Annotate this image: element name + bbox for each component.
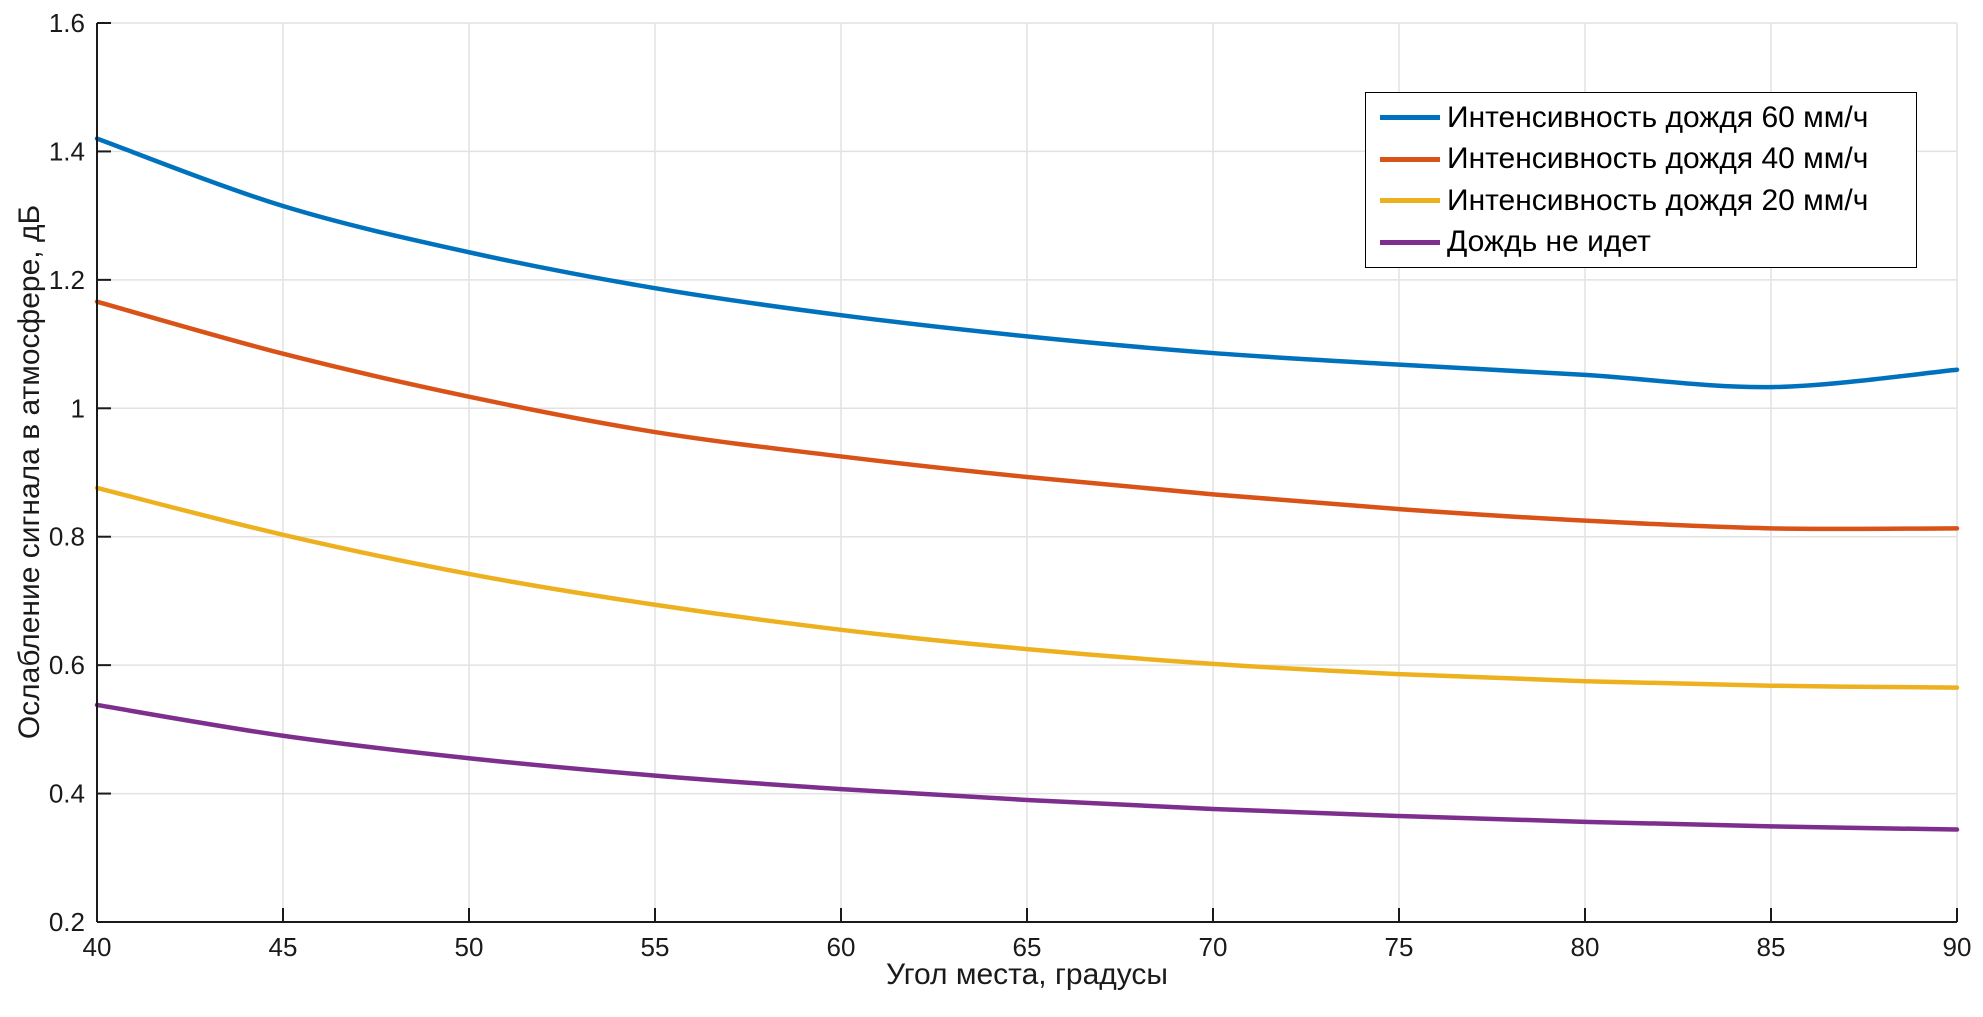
legend-line-swatch [1380,198,1440,204]
y-tick-label: 0.4 [49,779,85,809]
x-tick-label: 85 [1757,932,1786,962]
y-axis-label: Ослабление сигнала в атмосфере, дБ [13,204,46,740]
legend-item: Интенсивность дождя 20 мм/ч [1380,180,1916,222]
y-tick-label: 1.4 [49,136,85,166]
legend-item-label: Интенсивность дождя 20 мм/ч [1447,183,1869,217]
series-line-0 [94,136,1960,390]
series-line-3 [94,702,1960,832]
y-tick-label: 1.2 [49,265,85,295]
x-tick-label: 50 [455,932,484,962]
x-tick-label: 55 [641,932,670,962]
legend-line-swatch [1380,239,1440,245]
x-axis-label: Угол места, градусы [886,958,1168,991]
legend: Интенсивность дождя 60 мм/ч Интенсивност… [1365,92,1917,268]
legend-line-swatch [1380,156,1440,162]
x-tick-label: 80 [1571,932,1600,962]
x-tick-label: 40 [83,932,112,962]
legend-item: Интенсивность дождя 60 мм/ч [1380,97,1916,139]
legend-item: Дождь не идет [1380,222,1916,264]
x-tick-label: 75 [1385,932,1414,962]
y-tick-label: 0.8 [49,522,85,552]
x-tick-label: 90 [1943,932,1972,962]
legend-item: Интенсивность дождя 40 мм/ч [1380,139,1916,181]
legend-item-label: Дождь не идет [1447,225,1651,259]
y-tick-label: 0.6 [49,650,85,680]
legend-item-label: Интенсивность дождя 40 мм/ч [1447,142,1869,176]
x-tick-label: 60 [827,932,856,962]
legend-line-swatch [1380,115,1440,121]
x-tick-label: 45 [269,932,298,962]
x-tick-label: 65 [1013,932,1042,962]
series-line-1 [94,299,1960,532]
y-tick-label: 1.6 [49,8,85,38]
series-line-2 [94,485,1960,690]
legend-item-label: Интенсивность дождя 60 мм/ч [1447,100,1869,134]
x-tick-label: 70 [1199,932,1228,962]
y-tick-label: 0.2 [49,907,85,937]
y-tick-label: 1 [71,393,85,423]
